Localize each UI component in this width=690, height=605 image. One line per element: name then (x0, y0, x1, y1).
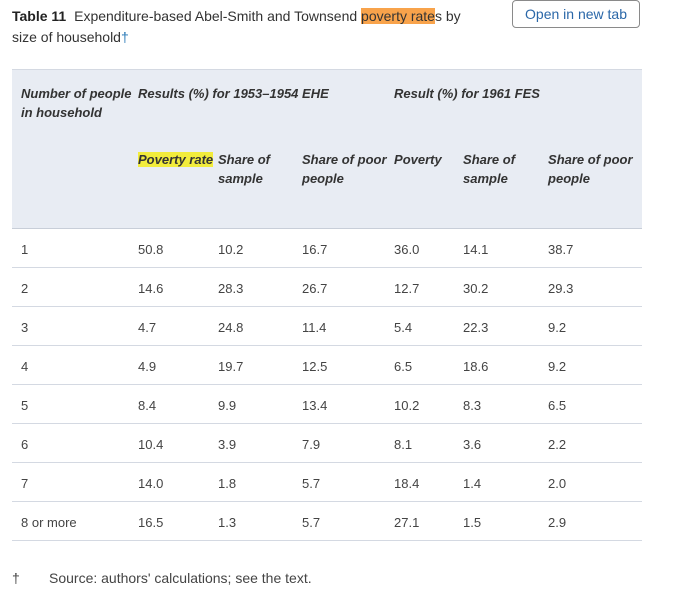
table-cell: 12.5 (302, 345, 395, 385)
table-cell: 9.2 (548, 306, 643, 346)
table-cell: 13.4 (302, 384, 395, 424)
table-cell: 1.4 (463, 462, 549, 502)
table-label: Table 11 (12, 8, 67, 24)
table-cell: 11.4 (302, 306, 395, 346)
table-cell: 1.3 (218, 501, 302, 541)
caption-text: Expenditure-based Abel-Smith and Townsen… (74, 8, 362, 24)
header-poverty-fes: Poverty (394, 151, 442, 167)
header-group-fes: Result (%) for 1961 FES (394, 86, 540, 101)
table-cell: 7.9 (302, 423, 395, 463)
header-share-sample-ehe: Share of sample (218, 151, 271, 186)
table-cell: 9.2 (548, 345, 643, 385)
header-row-groups: Number of people in household Results (%… (12, 69, 643, 150)
table-cell: 2.0 (548, 462, 643, 502)
search-highlight: Poverty rate (138, 151, 214, 167)
table-cell: 2.2 (548, 423, 643, 463)
table-row: 3 4.7 24.8 11.4 5.4 22.3 9.2 (12, 306, 643, 346)
caption-footnote-link[interactable]: † (120, 29, 129, 45)
table-cell: 3 (12, 306, 138, 346)
data-table: Number of people in household Results (%… (12, 69, 643, 541)
table-cell: 16.7 (302, 228, 395, 268)
table-cell: 18.4 (394, 462, 464, 502)
header-group-ehe: Results (%) for 1953–1954 EHE (138, 86, 329, 101)
table-cell: 4 (12, 345, 138, 385)
table-cell: 19.7 (218, 345, 302, 385)
table-cell: 10.2 (218, 228, 302, 268)
table-cell: 14.6 (138, 267, 218, 307)
table-cell: 2 (12, 267, 138, 307)
footnote-text: Source: authors' calculations; see the t… (49, 570, 312, 586)
table-cell: 1.5 (463, 501, 549, 541)
table-row: 8 or more 16.5 1.3 5.7 27.1 1.5 2.9 (12, 501, 643, 541)
table-cell: 29.3 (548, 267, 643, 307)
table-cell: 6.5 (548, 384, 643, 424)
table-cell: 1.8 (218, 462, 302, 502)
table-cell: 2.9 (548, 501, 643, 541)
caption-search-highlight: poverty rate (361, 8, 435, 24)
table-cell: 5.7 (302, 501, 395, 541)
table-cell: 9.9 (218, 384, 302, 424)
table-cell: 26.7 (302, 267, 395, 307)
table-row: 7 14.0 1.8 5.7 18.4 1.4 2.0 (12, 462, 643, 502)
table-cell: 6.5 (394, 345, 464, 385)
table-row: 1 50.8 10.2 16.7 36.0 14.1 38.7 (12, 228, 643, 268)
table-cell: 10.4 (138, 423, 218, 463)
table-cell: 27.1 (394, 501, 464, 541)
table-cell: 24.8 (218, 306, 302, 346)
table-row: 6 10.4 3.9 7.9 8.1 3.6 2.2 (12, 423, 643, 463)
table-cell: 8.4 (138, 384, 218, 424)
table-cell: 38.7 (548, 228, 643, 268)
table-cell: 8 or more (12, 501, 138, 541)
header-household-size: Number of people in household (21, 86, 132, 120)
table-cell: 18.6 (463, 345, 549, 385)
table-cell: 4.7 (138, 306, 218, 346)
caption-text-cont: s by (434, 8, 461, 24)
open-in-new-tab-button[interactable]: Open in new tab (512, 0, 640, 28)
header-row-columns: Poverty rate Share of sample Share of po… (12, 149, 643, 229)
table-cell: 16.5 (138, 501, 218, 541)
header-share-poor-ehe: Share of poor people (302, 151, 387, 186)
table-cell: 30.2 (463, 267, 549, 307)
table-row: 5 8.4 9.9 13.4 10.2 8.3 6.5 (12, 384, 643, 424)
table-cell: 50.8 (138, 228, 218, 268)
table-cell: 12.7 (394, 267, 464, 307)
table-cell: 5.7 (302, 462, 395, 502)
table-cell: 4.9 (138, 345, 218, 385)
table-caption: Table 11 Expenditure-based Abel-Smith an… (12, 6, 492, 48)
table-cell: 5.4 (394, 306, 464, 346)
header-poverty-rate-ehe: Poverty rate (138, 150, 218, 229)
table-cell: 14.0 (138, 462, 218, 502)
header-share-sample-fes: Share of sample (463, 151, 516, 186)
table-cell: 10.2 (394, 384, 464, 424)
footnote-dagger: † (12, 570, 20, 586)
table-cell: 36.0 (394, 228, 464, 268)
table-cell: 5 (12, 384, 138, 424)
table-cell: 8.3 (463, 384, 549, 424)
table-cell: 3.6 (463, 423, 549, 463)
table-row: 4 4.9 19.7 12.5 6.5 18.6 9.2 (12, 345, 643, 385)
table-cell: 7 (12, 462, 138, 502)
table-cell: 1 (12, 228, 138, 268)
header-empty-cell (12, 150, 138, 229)
header-share-poor-fes: Share of poor people (548, 151, 633, 186)
table-cell: 8.1 (394, 423, 464, 463)
table-cell: 28.3 (218, 267, 302, 307)
table-cell: 14.1 (463, 228, 549, 268)
table-row: 2 14.6 28.3 26.7 12.7 30.2 29.3 (12, 267, 643, 307)
caption-text-line2: size of household (12, 29, 121, 45)
data-table-container: Number of people in household Results (%… (12, 69, 643, 541)
table-cell: 3.9 (218, 423, 302, 463)
table-footnote: † Source: authors' calculations; see the … (12, 570, 312, 586)
table-cell: 6 (12, 423, 138, 463)
table-cell: 22.3 (463, 306, 549, 346)
